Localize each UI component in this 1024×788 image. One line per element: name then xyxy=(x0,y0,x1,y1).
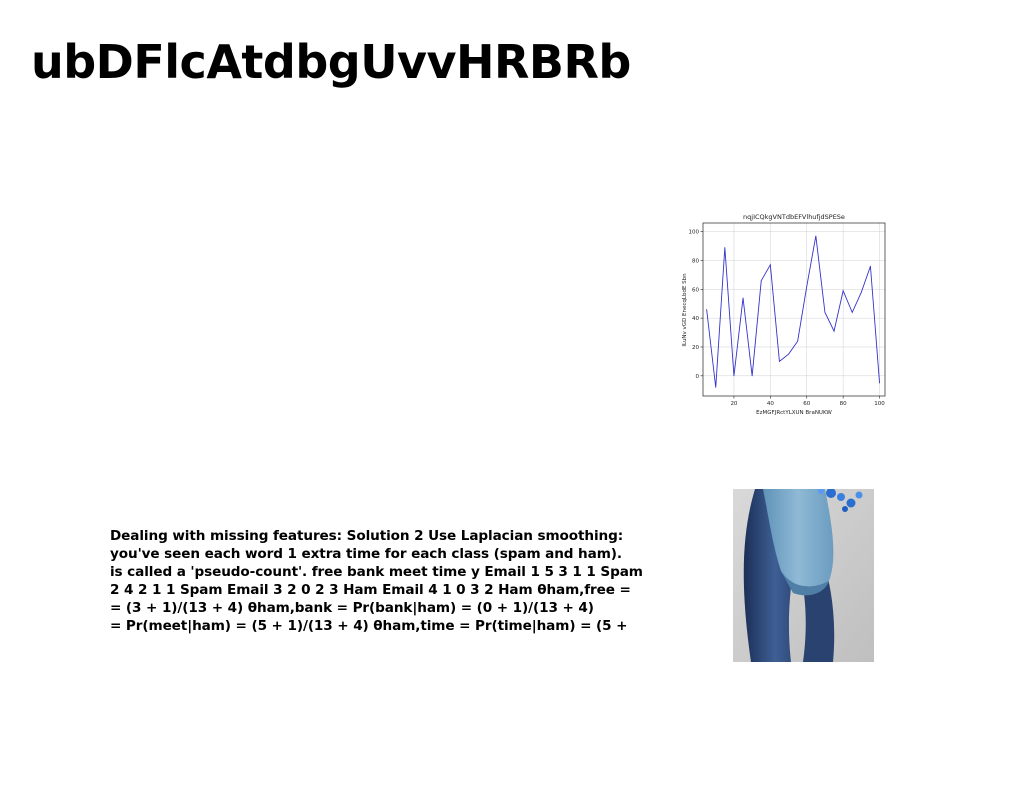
chart-point xyxy=(824,311,826,313)
chart-point xyxy=(779,361,780,362)
chart-svg: nqjICQkgVNTdbEFVlhufjdSPESe 20 40 60 80 100 0… xyxy=(682,213,886,416)
chart-y-tick-label: 20 xyxy=(692,345,699,351)
chart-y-axis-label: ILuNv vGD EnecqLbdE Sbn xyxy=(682,273,688,347)
chart-point xyxy=(742,297,744,299)
chart-x-tick-label: 60 xyxy=(803,401,810,407)
chart-x-tick-label: 80 xyxy=(840,401,847,407)
chart-point xyxy=(833,330,835,332)
chart-point xyxy=(806,286,808,287)
chart-title: nqjICQkgVNTdbEFVlhufjdSPESe xyxy=(743,213,845,221)
chart-points xyxy=(706,235,880,388)
body-line: you've seen each word 1 extra time for e… xyxy=(110,546,622,562)
chart-point xyxy=(760,280,762,282)
chart-x-axis-label: EzMGFJRctYLXUN BraNUKW xyxy=(756,410,832,416)
person-in-jeans-photo xyxy=(733,489,874,662)
chart-plot-area xyxy=(702,222,886,397)
chart-point xyxy=(788,353,789,355)
chart-grid xyxy=(703,223,885,396)
chart-point xyxy=(715,386,717,388)
chart-x-tick-label: 100 xyxy=(874,401,885,407)
chart-point xyxy=(815,235,817,237)
slide-title: ubDFlcAtdbgUvvHRBRb xyxy=(31,35,631,89)
chart-point xyxy=(769,264,771,266)
chart-point xyxy=(860,291,862,293)
chart-point xyxy=(879,382,880,384)
chart-point xyxy=(706,309,708,310)
chart-point xyxy=(797,340,799,342)
body-line: is called a 'pseudo-count'. free bank me… xyxy=(110,564,643,580)
chart-y-tick-label: 60 xyxy=(692,287,699,293)
chart-x-tick-label: 20 xyxy=(730,401,737,407)
chart-y-tick-label: 80 xyxy=(692,258,699,264)
body-line: = (3 + 1)/(13 + 4) θham,bank = Pr(bank|h… xyxy=(110,600,594,616)
chart-y-tick-label: 40 xyxy=(692,316,699,322)
chart-point xyxy=(724,247,726,248)
chart-point xyxy=(842,290,844,292)
body-line: = Pr(meet|ham) = (5 + 1)/(13 + 4) θham,t… xyxy=(110,618,628,634)
chart-point xyxy=(851,311,853,313)
chart-ticks: 20 40 60 80 100 0 20 40 60 80 100 xyxy=(689,230,886,407)
slide-body-text: Dealing with missing features: Solution … xyxy=(110,527,680,635)
person-photo xyxy=(733,489,874,662)
chart-x-tick-label: 40 xyxy=(767,401,774,407)
line-chart: nqjICQkgVNTdbEFVlhufjdSPESe 20 40 60 80 100 0… xyxy=(676,208,896,420)
chart-y-tick-label: 100 xyxy=(689,230,700,236)
chart-series-line xyxy=(706,235,880,388)
chart-point xyxy=(733,375,735,377)
chart-point xyxy=(751,375,753,377)
body-line: Dealing with missing features: Solution … xyxy=(110,528,624,544)
body-line: 2 4 2 1 1 Spam Email 3 2 0 2 3 Ham Email… xyxy=(110,582,631,598)
chart-y-tick-label: 0 xyxy=(696,374,700,380)
chart-point xyxy=(870,265,871,267)
